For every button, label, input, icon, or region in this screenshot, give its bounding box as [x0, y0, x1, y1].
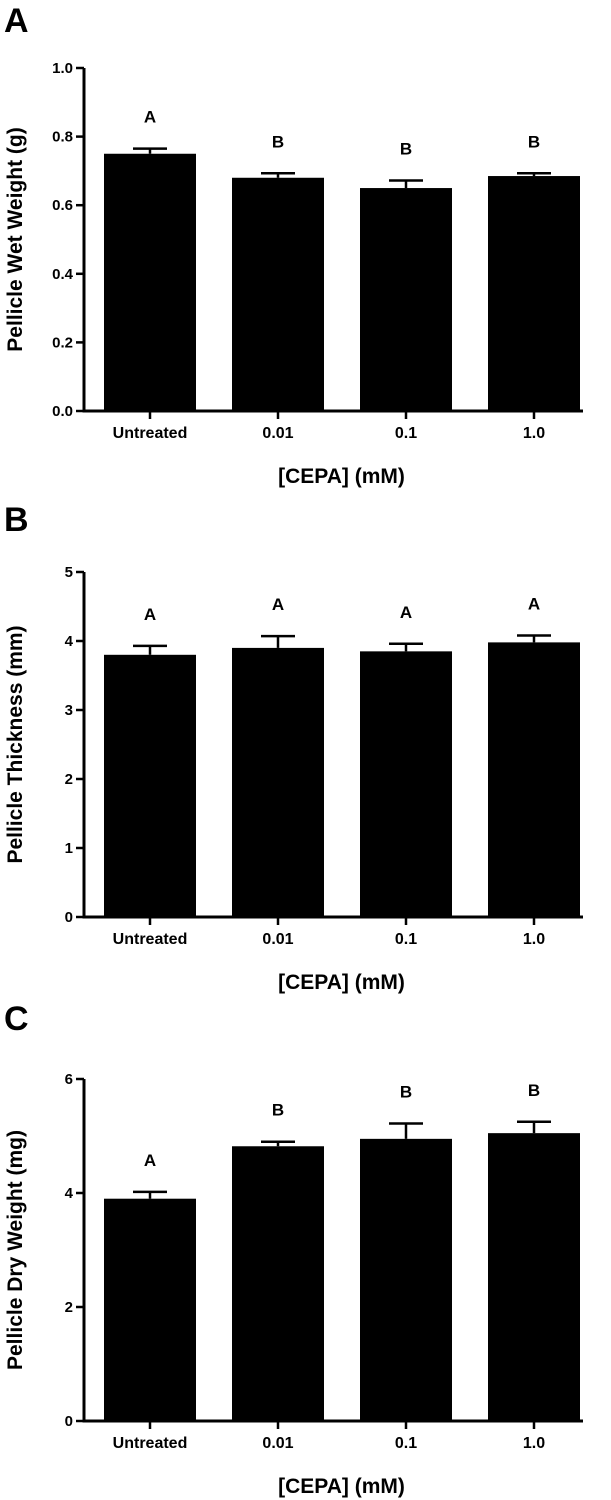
- y-tick-label: 0: [65, 1413, 73, 1430]
- significance-label: A: [144, 108, 156, 127]
- significance-label: A: [400, 603, 412, 622]
- y-axis-title: Pellicle Dry Weight (mg): [4, 1130, 27, 1370]
- bar-0.1: [360, 188, 452, 411]
- y-tick-label: 0.8: [52, 129, 73, 146]
- y-tick-label: 2: [65, 771, 73, 788]
- y-tick-label: 3: [65, 702, 73, 719]
- significance-label: B: [400, 1082, 412, 1101]
- y-tick-label: 5: [65, 564, 73, 581]
- x-tick-label: 0.01: [262, 931, 293, 948]
- bar-1.0: [488, 1133, 580, 1421]
- chart-panel-c: 0 2 4 6 Untreated A 0.01 B 0.1 B 1.0 B [CEPA] (mM) Pe…: [4, 1071, 583, 1498]
- y-tick-label: 1.0: [52, 60, 73, 77]
- x-tick-label: 0.01: [262, 1435, 293, 1452]
- chart-panel-b: 0 1 2 3 4 5 Untreated A 0.01 A 0.1 A 1.0 A [CEPA] (mM)…: [4, 564, 583, 994]
- panel-letter-c: C: [4, 1000, 29, 1038]
- significance-label: B: [528, 1081, 540, 1100]
- x-tick-label: 0.1: [395, 1435, 417, 1452]
- x-tick-label: Untreated: [113, 425, 188, 442]
- significance-label: A: [144, 1151, 156, 1170]
- x-tick-label: 1.0: [523, 931, 545, 948]
- x-tick-label: 0.01: [262, 425, 293, 442]
- significance-label: B: [272, 1101, 284, 1120]
- x-axis-title: [CEPA] (mM): [278, 1475, 405, 1498]
- significance-label: B: [528, 132, 540, 151]
- y-tick-label: 0.0: [52, 403, 73, 420]
- x-axis-title: [CEPA] (mM): [278, 465, 405, 488]
- x-axis-title: [CEPA] (mM): [278, 971, 405, 994]
- y-tick-label: 0: [65, 909, 73, 926]
- bar-0.01: [232, 177, 324, 411]
- panel-letter-a: A: [4, 2, 29, 40]
- y-axis-title: Pellicle Thickness (mm): [4, 625, 27, 863]
- bar-Untreated: [104, 654, 196, 917]
- y-tick-label: 2: [65, 1299, 73, 1316]
- panel-letter-b: B: [4, 501, 29, 539]
- y-tick-label: 4: [65, 633, 74, 650]
- x-tick-label: Untreated: [113, 931, 188, 948]
- x-tick-label: 0.1: [395, 425, 417, 442]
- y-axis-title: Pellicle Wet Weight (g): [4, 127, 27, 351]
- bar-1.0: [488, 176, 580, 411]
- bar-0.01: [232, 647, 324, 917]
- x-tick-label: 0.1: [395, 931, 417, 948]
- chart-panel-a: 0.0 0.2 0.4 0.6 0.8 1.0 Untreated A 0.01 B 0.1 B 1.0…: [4, 60, 583, 488]
- bar-0.1: [360, 1138, 452, 1421]
- bar-0.01: [232, 1146, 324, 1421]
- significance-label: A: [272, 595, 284, 614]
- significance-label: A: [528, 594, 540, 613]
- y-tick-label: 6: [65, 1071, 73, 1088]
- y-tick-label: 4: [65, 1185, 74, 1202]
- y-tick-label: 0.4: [52, 266, 74, 283]
- bar-1.0: [488, 642, 580, 917]
- bar-Untreated: [104, 1198, 196, 1421]
- significance-label: A: [144, 605, 156, 624]
- y-tick-label: 1: [65, 840, 73, 857]
- y-tick-label: 0.6: [52, 197, 73, 214]
- bar-0.1: [360, 651, 452, 917]
- significance-label: B: [272, 132, 284, 151]
- significance-label: B: [400, 140, 412, 159]
- bar-Untreated: [104, 153, 196, 411]
- y-tick-label: 0.2: [52, 334, 73, 351]
- x-tick-label: Untreated: [113, 1435, 188, 1452]
- x-tick-label: 1.0: [523, 425, 545, 442]
- x-tick-label: 1.0: [523, 1435, 545, 1452]
